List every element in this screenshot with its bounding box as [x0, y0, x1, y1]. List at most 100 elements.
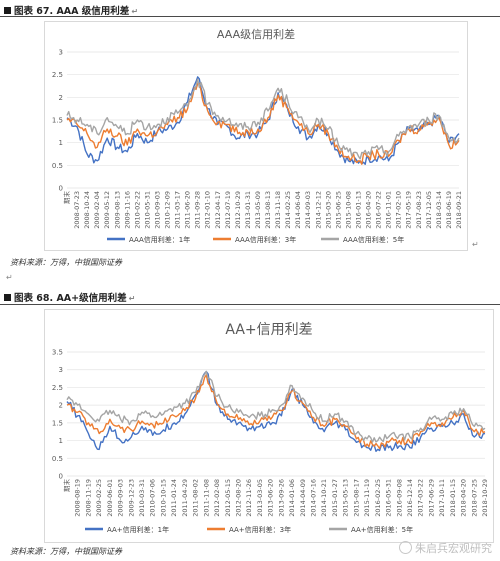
x-tick-label: 2015-05-13 [342, 479, 350, 517]
x-tick-label: 2015-01-27 [331, 479, 339, 517]
legend-label: AA+信用利差：1年 [107, 525, 169, 534]
x-tick-label: 2011-01-24 [170, 479, 178, 517]
x-tick-label: 2016-05-31 [385, 479, 393, 517]
x-tick-label: 2013-05-09 [254, 191, 262, 229]
x-tick-label: 2018-06-19 [445, 191, 453, 229]
x-tick-label: 2018-07-25 [470, 479, 478, 517]
x-tick-label: 2014-01-06 [288, 479, 296, 517]
x-tick-label: 2018-01-15 [449, 479, 457, 517]
chart-title: AAA级信用利差 [217, 27, 295, 41]
x-tick-label: 2009-12-23 [127, 479, 135, 517]
watermark: 朱启兵宏观研究 [399, 540, 492, 556]
x-tick-label: 2013-06-20 [267, 479, 275, 517]
x-tick-label: 2018-04-20 [460, 479, 468, 517]
x-tick-label: 2009-11-16 [123, 191, 131, 229]
chart-aa-plus: AA+信用利差 0 0.5 1 1.5 2 2.5 3 3.5 期末 2008-08-19 2008-… [44, 309, 494, 543]
legend-label: AAA信用利差：5年 [343, 235, 404, 244]
x-tick-label: 2010-12-09 [164, 191, 172, 229]
x-tick-label: 2011-04-29 [181, 479, 189, 517]
x-tick-label: 2009-09-03 [117, 479, 125, 517]
x-tick-label: 2013-01-31 [244, 191, 252, 229]
x-tick-label: 2008-08-19 [74, 479, 82, 517]
x-tick-label: 2012-10-29 [234, 191, 242, 229]
x-tick-label: 2017-06-29 [427, 479, 435, 517]
x-tick-label: 2018-10-29 [481, 479, 489, 517]
x-tick-label: 2013-11-18 [274, 191, 282, 229]
y-tick-label: 1.5 [52, 117, 63, 125]
x-tick-label: 2010-05-31 [143, 191, 151, 229]
figure-67-source: 资料来源：万得，中银国际证券 [10, 258, 122, 267]
y-tick-label: 2.5 [52, 71, 63, 79]
x-tick-label: 2009-02-25 [95, 479, 103, 517]
x-tick-label: 2014-06-04 [294, 191, 302, 229]
return-mark-icon: ↵ [6, 273, 13, 282]
x-tick-label: 2011-11-08 [202, 479, 210, 517]
y-tick-label: 3.5 [52, 349, 63, 357]
x-tick-label: 2010-09-03 [153, 191, 161, 229]
x-tick-label: 2014-07-16 [310, 479, 318, 517]
caption-rule [0, 304, 500, 305]
chart-aaa: AAA级信用利差 0 0.5 1 1.5 2 2.5 3 期末 2008-07-23 2008-10… [44, 21, 468, 251]
x-tick-label: 2012-07-19 [224, 191, 232, 229]
x-tick-label: 期末 [62, 191, 71, 205]
chart-aaa-svg: AAA级信用利差 0 0.5 1 1.5 2 2.5 3 期末 2008-07-23 2008-10… [52, 27, 463, 244]
chart-title: AA+信用利差 [225, 322, 312, 338]
series-line-1 [66, 370, 486, 452]
figure-68-source: 资料来源：万得，中银国际证券 [10, 547, 122, 556]
x-tick-label: 2014-10-21 [320, 479, 328, 517]
x-tick-label: 2011-06-20 [184, 191, 192, 229]
x-tick-label: 2013-03-05 [256, 479, 264, 517]
y-tick-label: 3 [59, 366, 63, 374]
x-tick-label: 2009-05-12 [103, 191, 111, 229]
x-tick-label: 2011-09-28 [194, 191, 202, 229]
y-tick-label: 3 [59, 49, 63, 57]
x-tick-label: 2010-02-22 [133, 191, 141, 229]
y-tick-label: 1 [59, 437, 63, 445]
caption-rule [0, 16, 500, 17]
y-tick-label: 2 [59, 402, 63, 410]
x-tick-label: 2009-08-13 [113, 191, 121, 229]
x-tick-label: 2016-02-25 [374, 479, 382, 517]
series-line-2 [66, 82, 460, 165]
x-tick-label: 2008-10-24 [83, 191, 91, 229]
caption-square-icon [4, 7, 11, 14]
caption-square-icon [4, 294, 11, 301]
figure-67-caption: 图表 67. AAA 级信用利差 ↵ [4, 3, 138, 17]
x-tick-label: 2012-04-17 [214, 191, 222, 229]
series-line-2 [66, 374, 486, 450]
x-tick-label: 2015-06-25 [334, 191, 342, 229]
x-tick-label: 2016-12-14 [406, 479, 414, 517]
y-tick-label: 1.5 [52, 419, 63, 427]
y-tick-label: 0 [59, 473, 63, 481]
x-tick-label: 2012-08-20 [234, 479, 242, 517]
x-tick-label: 2018-09-21 [455, 191, 463, 229]
x-tick-label: 2011-03-17 [174, 191, 182, 229]
x-tick-label: 2012-02-08 [213, 479, 221, 517]
x-tick-label: 2018-03-14 [435, 191, 443, 229]
figure-68-caption-text: 图表 68. AA+级信用利差 [14, 293, 127, 304]
y-tick-label: 2.5 [52, 384, 63, 392]
x-tick-label: 2013-09-26 [277, 479, 285, 517]
y-tick-label: 0 [59, 185, 63, 193]
x-tick-label: 2008-11-19 [84, 479, 92, 517]
return-mark-icon: ↵ [131, 7, 139, 16]
return-mark-icon: ↵ [128, 294, 136, 303]
x-tick-label: 2014-04-09 [299, 479, 307, 517]
x-tick-label: 2013-08-13 [264, 191, 272, 229]
y-tick-label: 1 [59, 139, 63, 147]
x-tick-label: 2015-10-08 [344, 191, 352, 229]
x-tick-label: 2016-09-08 [395, 479, 403, 517]
x-tick-label: 2017-10-11 [438, 479, 446, 517]
x-tick-label: 2010-10-15 [159, 479, 167, 517]
legend-label: AAA信用利差：1年 [129, 235, 190, 244]
chart-aa-plus-svg: AA+信用利差 0 0.5 1 1.5 2 2.5 3 3.5 期末 2008-08-19 2008-… [52, 322, 489, 534]
x-tick-label: 2010-03-31 [138, 479, 146, 517]
x-tick-label: 2009-06-01 [106, 479, 114, 517]
series-line-3 [66, 78, 460, 160]
y-tick-label: 2 [59, 94, 63, 102]
legend-label: AA+信用利差：3年 [229, 525, 291, 534]
series-line-3 [66, 370, 486, 443]
wechat-icon [399, 541, 412, 554]
x-tick-label: 2015-08-17 [352, 479, 360, 517]
x-tick-label: 2017-03-22 [417, 479, 425, 517]
